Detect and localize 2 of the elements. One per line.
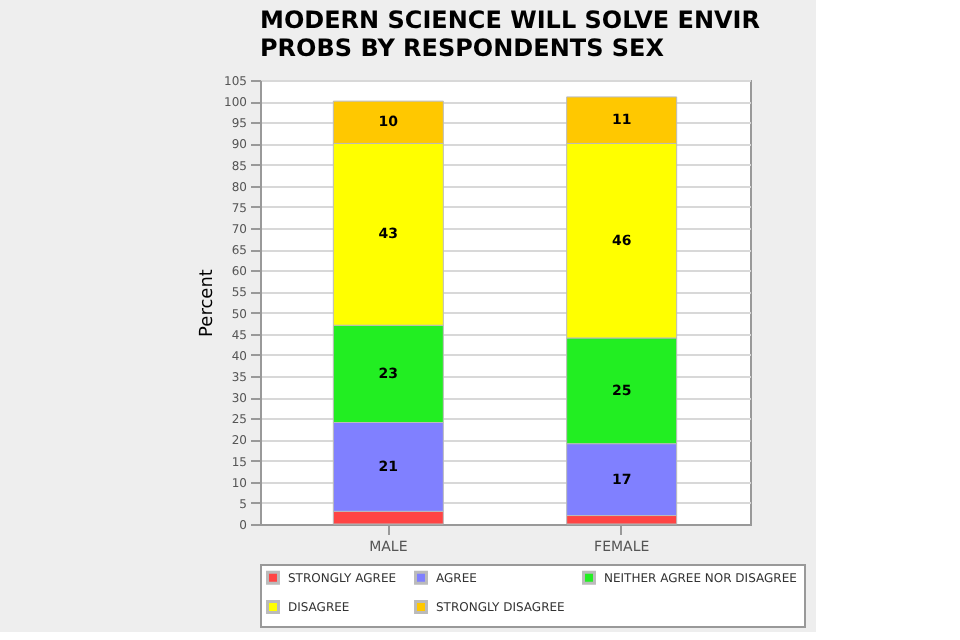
chart-title: MODERN SCIENCE WILL SOLVE ENVIR PROBS BY RESPONDENTS SEX: [260, 6, 761, 62]
y-axis-title: Percent: [198, 268, 219, 337]
